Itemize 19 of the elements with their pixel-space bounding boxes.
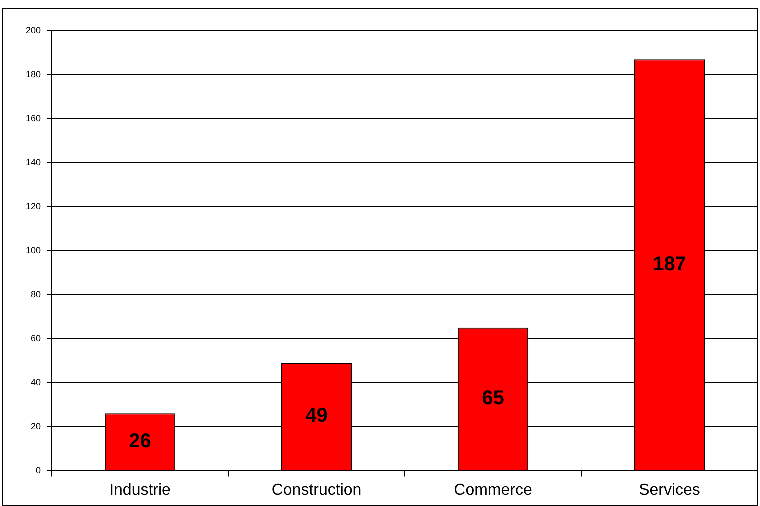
data-label: 65: [482, 388, 504, 410]
y-tick-label: 120: [26, 201, 42, 212]
x-tick-label: Commerce: [454, 482, 532, 499]
x-tick-label: Industrie: [110, 482, 172, 499]
x-tick-label: Services: [639, 482, 700, 499]
y-tick-label: 80: [31, 289, 42, 300]
y-tick-label: 160: [26, 113, 42, 124]
x-tick-label: Construction: [272, 482, 362, 499]
data-label: 187: [653, 253, 686, 276]
y-tick-label: 100: [26, 245, 42, 256]
y-tick-label: 180: [26, 69, 42, 80]
y-tick-label: 20: [31, 421, 42, 432]
y-tick-label: 0: [36, 465, 42, 476]
data-label: 49: [306, 405, 328, 428]
y-tick-label: 60: [31, 333, 42, 344]
data-label: 26: [129, 430, 152, 452]
y-tick-label: 200: [26, 25, 42, 36]
y-tick-label: 40: [31, 377, 42, 388]
y-tick-label: 140: [26, 157, 42, 168]
